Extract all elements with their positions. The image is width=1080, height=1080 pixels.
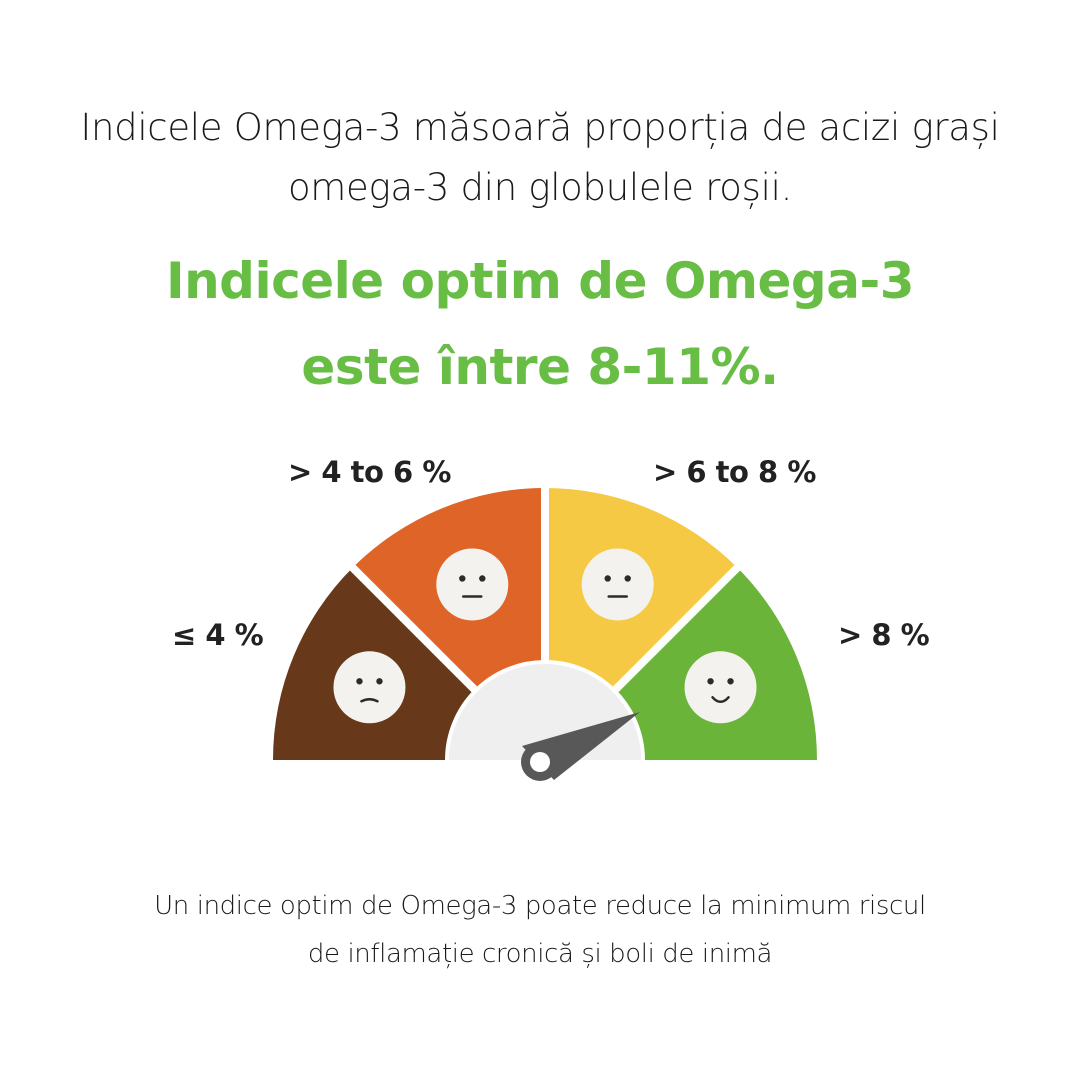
sad-face-icon bbox=[333, 651, 406, 724]
gauge-separator bbox=[609, 560, 745, 696]
intro-line-1: Indicele Omega-3 măsoară proporția de ac… bbox=[80, 106, 1000, 149]
footer-text: Un indice optim de Omega-3 poate reduce … bbox=[0, 882, 1080, 978]
optimal-range-heading: Indicele optim de Omega-3 este între 8-1… bbox=[0, 238, 1080, 410]
happy-face-icon bbox=[684, 651, 757, 724]
label-low-mid: > 4 to 6 % bbox=[288, 455, 451, 489]
gauge-separators bbox=[345, 482, 745, 696]
neutral-face-icon bbox=[581, 548, 654, 621]
highlight-line-1: Indicele optim de Omega-3 bbox=[165, 252, 915, 310]
label-high-mid: > 6 to 8 % bbox=[653, 455, 816, 489]
omega3-gauge: ≤ 4 % > 4 to 6 % > 6 to 8 % > 8 % bbox=[172, 455, 930, 781]
intro-line-2: omega-3 din globulele roșii. bbox=[287, 166, 793, 209]
footer-line-2: de inflamație cronică și boli de inimă bbox=[307, 939, 773, 969]
gauge-needle bbox=[521, 712, 640, 781]
highlight-line-2: este între 8-11%. bbox=[301, 338, 779, 396]
label-low: ≤ 4 % bbox=[172, 618, 264, 652]
footer-line-1: Un indice optim de Omega-3 poate reduce … bbox=[154, 891, 926, 921]
label-optimal: > 8 % bbox=[838, 618, 930, 652]
gauge-separator bbox=[345, 560, 481, 696]
needle-pivot-center bbox=[530, 752, 550, 772]
intro-text: Indicele Omega-3 măsoară proporția de ac… bbox=[0, 98, 1080, 218]
neutral-face-icon bbox=[436, 548, 509, 621]
